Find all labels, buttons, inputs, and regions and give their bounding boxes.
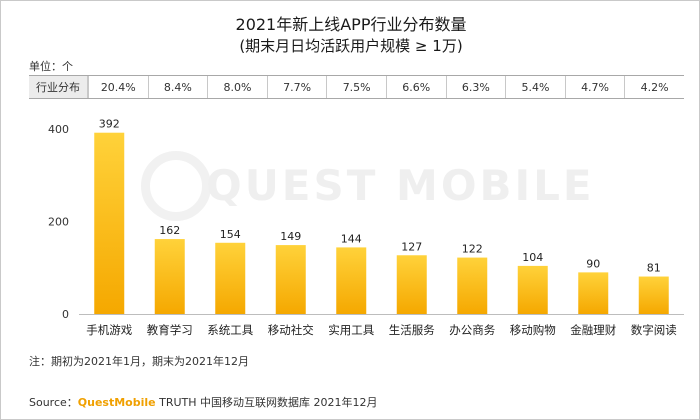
y-tick-label: 400 (48, 123, 69, 136)
bar-value-label: 122 (462, 243, 483, 256)
bar-value-label: 104 (522, 251, 543, 264)
share-cell: 6.6% (385, 76, 446, 98)
bar (275, 245, 306, 314)
source-line: Source：QuestMobile TRUTH 中国移动互联网数据库 2021… (29, 394, 378, 410)
bar (578, 272, 609, 314)
x-tick-label: 系统工具 (207, 323, 253, 337)
source-rest: TRUTH 中国移动互联网数据库 2021年12月 (155, 396, 378, 409)
share-cell: 5.4% (505, 76, 565, 98)
source-brand: QuestMobile (77, 396, 156, 409)
share-row-header: 行业分布 (29, 76, 88, 98)
watermark-logo-icon (141, 151, 211, 221)
x-tick-label: 实用工具 (328, 323, 374, 337)
bar (457, 257, 488, 314)
share-cell: 20.4% (88, 76, 148, 98)
bar-value-label: 144 (341, 232, 362, 245)
x-tick-label: 移动社交 (268, 323, 314, 337)
unit-label: 单位：个 (29, 60, 73, 73)
share-cell: 8.0% (207, 76, 267, 98)
bar-value-label: 149 (280, 230, 301, 243)
share-cell: 6.3% (445, 76, 506, 98)
bar (517, 265, 548, 314)
source-prefix: Source： (29, 396, 78, 409)
x-tick-label: 移动购物 (510, 323, 556, 337)
bar-value-label: 392 (99, 118, 120, 131)
x-tick-label: 金融理财 (570, 323, 616, 337)
bar-value-label: 154 (220, 228, 241, 241)
bar-value-label: 81 (647, 262, 661, 275)
bar-value-label: 127 (401, 240, 422, 253)
x-tick-label: 教育学习 (147, 323, 193, 337)
chart-subtitle: (期末月日均活跃用户规模 ≥ 1万) (239, 37, 463, 55)
x-tick-label: 生活服务 (389, 323, 435, 337)
share-cell: 4.2% (624, 76, 684, 98)
x-tick-label: 数字阅读 (631, 323, 677, 337)
share-cell: 8.4% (147, 76, 208, 98)
share-cell: 7.7% (266, 76, 327, 98)
bar (94, 132, 125, 314)
bar (396, 255, 427, 314)
bar (154, 239, 185, 314)
bar-value-label: 162 (159, 224, 180, 237)
bar (215, 242, 246, 314)
share-cell: 7.5% (326, 76, 386, 98)
bar (336, 247, 367, 314)
industry-share-row: 行业分布 20.4% 8.4% 8.0% 7.7% 7.5% 6.6% 6.3%… (29, 75, 684, 99)
y-tick-label: 200 (48, 216, 69, 229)
watermark: QUEST MOBILE (206, 161, 595, 210)
share-cell: 4.7% (564, 76, 625, 98)
x-tick-label: 手机游戏 (86, 323, 132, 337)
x-tick-label: 办公商务 (449, 323, 495, 337)
y-tick-label: 0 (62, 308, 69, 321)
footnote: 注：期初为2021年1月，期末为2021年12月 (29, 355, 249, 368)
bar (638, 276, 669, 314)
bar-value-label: 90 (586, 257, 600, 270)
chart-title: 2021年新上线APP行业分布数量 (235, 15, 467, 34)
